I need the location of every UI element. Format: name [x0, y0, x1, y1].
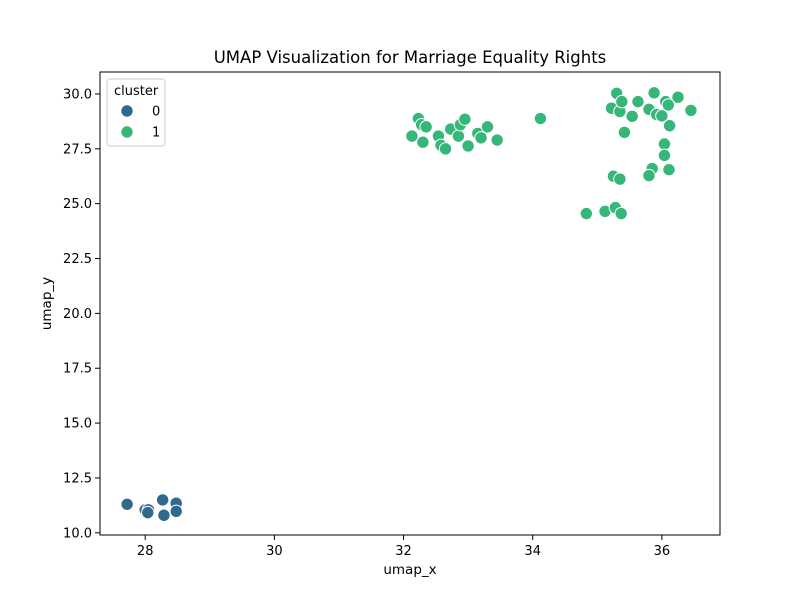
y-tick-label: 30.0	[63, 87, 92, 102]
cluster-1-point	[631, 94, 645, 109]
cluster-1-point	[657, 148, 672, 163]
cluster-1-point	[405, 129, 419, 143]
cluster-1-point	[419, 120, 433, 134]
x-tick-label: 34	[524, 544, 541, 559]
cluster-1-point	[533, 111, 548, 126]
x-axis-title: umap_x	[383, 562, 436, 578]
y-tick-label: 22.5	[63, 252, 92, 267]
cluster-0-point	[141, 505, 155, 520]
cluster-1-point	[474, 131, 488, 145]
cluster-0-point	[169, 504, 183, 519]
legend-marker-1	[120, 125, 134, 139]
cluster-1-point	[458, 112, 472, 126]
cluster-1-point	[451, 129, 466, 143]
y-tick-label: 25.0	[63, 197, 92, 212]
cluster-1-point	[615, 94, 629, 109]
cluster-1-point	[662, 162, 676, 177]
legend: cluster 0 1	[106, 78, 166, 147]
cluster-1-point	[642, 168, 656, 183]
legend-label-0: 0	[152, 105, 160, 120]
cluster-1-point	[684, 103, 698, 118]
x-tick-label: 36	[654, 544, 671, 559]
x-tick-label: 30	[266, 544, 283, 559]
y-tick-label: 20.0	[63, 307, 92, 322]
cluster-0-point	[157, 508, 171, 522]
y-tick-label: 27.5	[63, 142, 92, 157]
cluster-0-point	[155, 493, 170, 507]
cluster-1-point	[480, 120, 495, 134]
cluster-1-point	[655, 109, 669, 123]
cluster-1-point	[613, 172, 627, 186]
cluster-0-point	[120, 497, 134, 511]
y-tick-label: 15.0	[63, 417, 92, 432]
chart-title: UMAP Visualization for Marriage Equality…	[214, 48, 607, 67]
y-axis-title: umap_y	[39, 277, 55, 330]
cluster-1-point	[614, 206, 628, 221]
cluster-1-point	[579, 206, 594, 221]
legend-marker-0	[120, 104, 134, 118]
cluster-1-point	[662, 119, 677, 133]
cluster-1-point	[657, 137, 672, 151]
x-tick-label: 32	[395, 544, 412, 559]
data-marks	[120, 86, 698, 522]
cluster-1-point	[461, 139, 475, 153]
y-tick-label: 12.5	[63, 471, 92, 486]
plot-frame	[99, 71, 721, 536]
y-tick-label: 10.0	[63, 526, 92, 541]
cluster-1-point	[671, 90, 685, 104]
cluster-1-point	[416, 135, 430, 149]
x-axis: 28 30 32 34 36	[137, 535, 670, 559]
cluster-1-point	[647, 86, 661, 100]
cluster-1-point	[617, 125, 632, 140]
legend-title: cluster	[114, 84, 159, 99]
cluster-1-point	[625, 109, 639, 124]
y-tick-label: 17.5	[63, 362, 92, 377]
cluster-1-point	[661, 98, 676, 112]
cluster-1-point	[438, 142, 453, 156]
legend-label-1: 1	[152, 126, 160, 141]
x-tick-label: 28	[137, 544, 154, 559]
y-axis: 10.0 12.5 15.0 17.5 20.0 22.5 25.0 27.5 30.0	[63, 87, 100, 541]
cluster-1-point	[490, 133, 504, 147]
